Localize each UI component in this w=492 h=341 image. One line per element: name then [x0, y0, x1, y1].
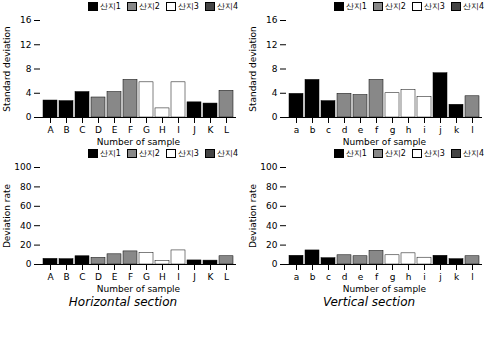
svg-text:K: K	[208, 272, 215, 282]
html-text:산지3: 산지3	[423, 148, 445, 158]
svg-text:e: e	[358, 272, 364, 282]
svg-text:C: C	[79, 125, 85, 135]
svg-text:Number of sample: Number of sample	[97, 137, 181, 147]
svg-text:40: 40	[20, 221, 32, 231]
svg-text:f: f	[375, 125, 379, 135]
svg-text:I: I	[177, 125, 180, 135]
svg-text:Standard deviation: Standard deviation	[2, 26, 12, 112]
svg-text:4: 4	[272, 88, 278, 98]
svg-text:b: b	[310, 272, 316, 282]
svg-text:H: H	[159, 272, 166, 282]
svg-text:Number of sample: Number of sample	[343, 284, 427, 294]
svg-text:k: k	[454, 125, 460, 135]
svg-text:B: B	[63, 125, 69, 135]
svg-text:Number of sample: Number of sample	[97, 284, 181, 294]
html-text:산지2: 산지2	[138, 1, 160, 11]
svg-text:C: C	[79, 272, 85, 282]
svg-text:L: L	[224, 125, 229, 135]
html-text:산지4: 산지4	[462, 1, 484, 11]
html-text:산지3: 산지3	[177, 1, 199, 11]
svg-text:e: e	[358, 125, 364, 135]
svg-text:c: c	[326, 125, 331, 135]
svg-text:0: 0	[26, 112, 32, 122]
svg-text:Deviation rate: Deviation rate	[2, 183, 12, 248]
svg-text:D: D	[95, 125, 102, 135]
html-text:산지2: 산지2	[384, 1, 406, 11]
svg-text:12: 12	[266, 40, 277, 50]
svg-text:h: h	[406, 125, 412, 135]
svg-text:Number of sample: Number of sample	[343, 137, 427, 147]
svg-text:g: g	[390, 272, 396, 282]
html-text:Horizontal section: Horizontal section	[68, 295, 178, 309]
svg-text:i: i	[423, 272, 426, 282]
svg-text:0: 0	[272, 112, 278, 122]
svg-text:0: 0	[272, 259, 278, 269]
svg-text:l: l	[471, 125, 474, 135]
svg-text:A: A	[47, 125, 54, 135]
svg-text:a: a	[294, 125, 300, 135]
html-text:산지4: 산지4	[216, 1, 238, 11]
svg-text:16: 16	[266, 15, 278, 25]
svg-text:j: j	[438, 125, 442, 135]
svg-text:60: 60	[20, 201, 32, 211]
html-text:산지1: 산지1	[345, 148, 367, 158]
svg-text:I: I	[177, 272, 180, 282]
svg-text:l: l	[471, 272, 474, 282]
svg-text:F: F	[128, 125, 133, 135]
svg-text:c: c	[326, 272, 331, 282]
html-text:산지3: 산지3	[177, 148, 199, 158]
svg-text:J: J	[192, 272, 196, 282]
svg-text:L: L	[224, 272, 229, 282]
svg-text:100: 100	[260, 162, 277, 172]
svg-text:20: 20	[20, 240, 32, 250]
svg-text:d: d	[342, 272, 348, 282]
html-text:Vertical section: Vertical section	[322, 295, 416, 309]
svg-text:f: f	[375, 272, 379, 282]
html-text:산지2: 산지2	[384, 148, 406, 158]
svg-text:E: E	[112, 272, 118, 282]
svg-text:J: J	[192, 125, 196, 135]
svg-text:8: 8	[26, 64, 32, 74]
svg-text:F: F	[128, 272, 133, 282]
svg-text:D: D	[95, 272, 102, 282]
html-text:산지1: 산지1	[99, 148, 121, 158]
svg-text:12: 12	[20, 40, 31, 50]
svg-text:16: 16	[20, 15, 32, 25]
html-text:산지1: 산지1	[345, 1, 367, 11]
html-text:산지2: 산지2	[138, 148, 160, 158]
svg-text:8: 8	[272, 64, 278, 74]
svg-text:H: H	[159, 125, 166, 135]
svg-text:A: A	[47, 272, 54, 282]
svg-text:d: d	[342, 125, 348, 135]
svg-text:40: 40	[266, 221, 278, 231]
svg-text:100: 100	[14, 162, 31, 172]
html-text:산지4: 산지4	[462, 148, 484, 158]
html-text:산지4: 산지4	[216, 148, 238, 158]
svg-text:G: G	[143, 125, 150, 135]
svg-text:20: 20	[266, 240, 278, 250]
svg-text:i: i	[423, 125, 426, 135]
html-text:산지1: 산지1	[99, 1, 121, 11]
svg-text:K: K	[208, 125, 215, 135]
svg-text:60: 60	[266, 201, 278, 211]
html-text:산지3: 산지3	[423, 1, 445, 11]
svg-text:E: E	[112, 125, 118, 135]
svg-text:h: h	[406, 272, 412, 282]
svg-text:80: 80	[266, 182, 278, 192]
svg-text:4: 4	[26, 88, 32, 98]
svg-text:B: B	[63, 272, 69, 282]
svg-text:b: b	[310, 125, 316, 135]
svg-text:Standard deviation: Standard deviation	[248, 26, 258, 112]
svg-text:j: j	[438, 272, 442, 282]
svg-text:Deviation rate: Deviation rate	[248, 183, 258, 248]
svg-text:80: 80	[20, 182, 32, 192]
svg-text:a: a	[294, 272, 300, 282]
svg-text:0: 0	[26, 259, 32, 269]
svg-text:G: G	[143, 272, 150, 282]
svg-text:k: k	[454, 272, 460, 282]
svg-text:g: g	[390, 125, 396, 135]
